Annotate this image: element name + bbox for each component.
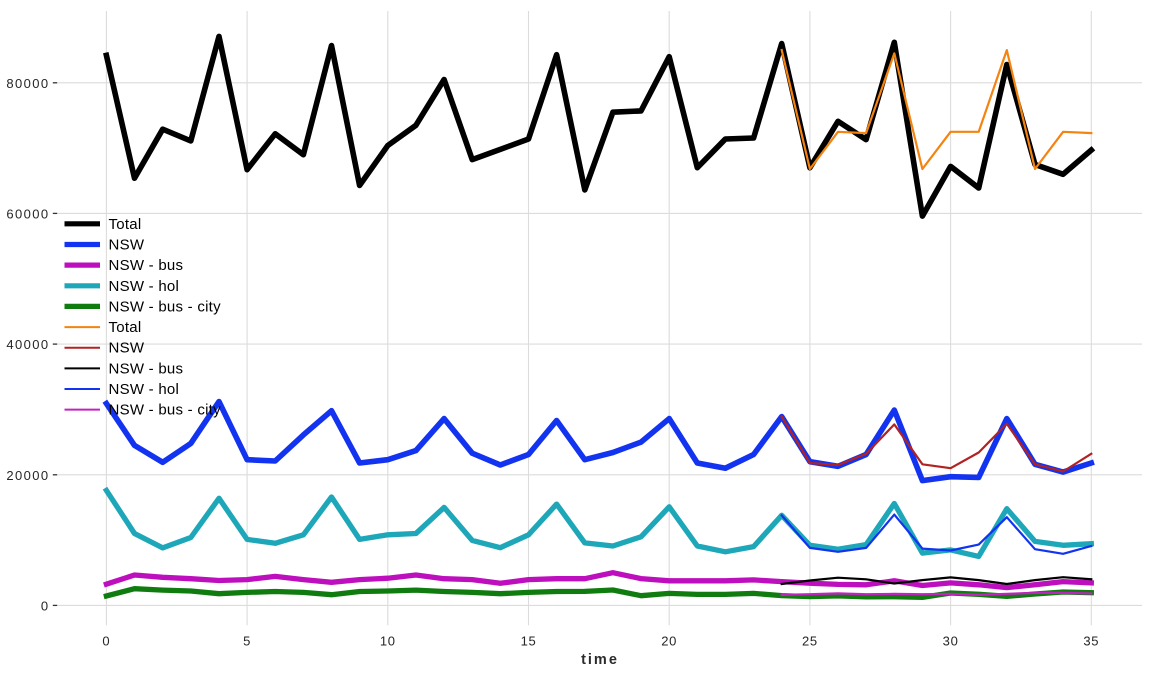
svg-text:35: 35 xyxy=(1083,634,1099,649)
svg-text:25: 25 xyxy=(802,634,818,649)
svg-text:15: 15 xyxy=(521,634,537,649)
svg-text:60000: 60000 xyxy=(6,206,49,221)
svg-text:NSW - bus - city: NSW - bus - city xyxy=(109,298,222,315)
svg-text:NSW: NSW xyxy=(109,237,145,254)
svg-text:Total: Total xyxy=(109,216,142,233)
svg-text:40000: 40000 xyxy=(6,337,49,352)
svg-text:20000: 20000 xyxy=(6,468,49,483)
svg-text:20: 20 xyxy=(661,634,677,649)
svg-text:NSW - bus: NSW - bus xyxy=(109,360,184,377)
svg-text:10: 10 xyxy=(380,634,396,649)
svg-text:time: time xyxy=(581,652,619,668)
svg-text:NSW - bus: NSW - bus xyxy=(109,257,184,274)
svg-text:30: 30 xyxy=(943,634,959,649)
svg-text:NSW - bus - city: NSW - bus - city xyxy=(109,402,222,419)
svg-text:80000: 80000 xyxy=(6,76,49,91)
svg-text:NSW: NSW xyxy=(109,340,145,357)
svg-text:5: 5 xyxy=(243,634,251,649)
svg-text:Total: Total xyxy=(109,319,142,336)
svg-text:0: 0 xyxy=(102,634,110,649)
svg-text:NSW - hol: NSW - hol xyxy=(109,278,180,295)
svg-text:0: 0 xyxy=(41,598,50,613)
svg-text:NSW - hol: NSW - hol xyxy=(109,381,180,398)
